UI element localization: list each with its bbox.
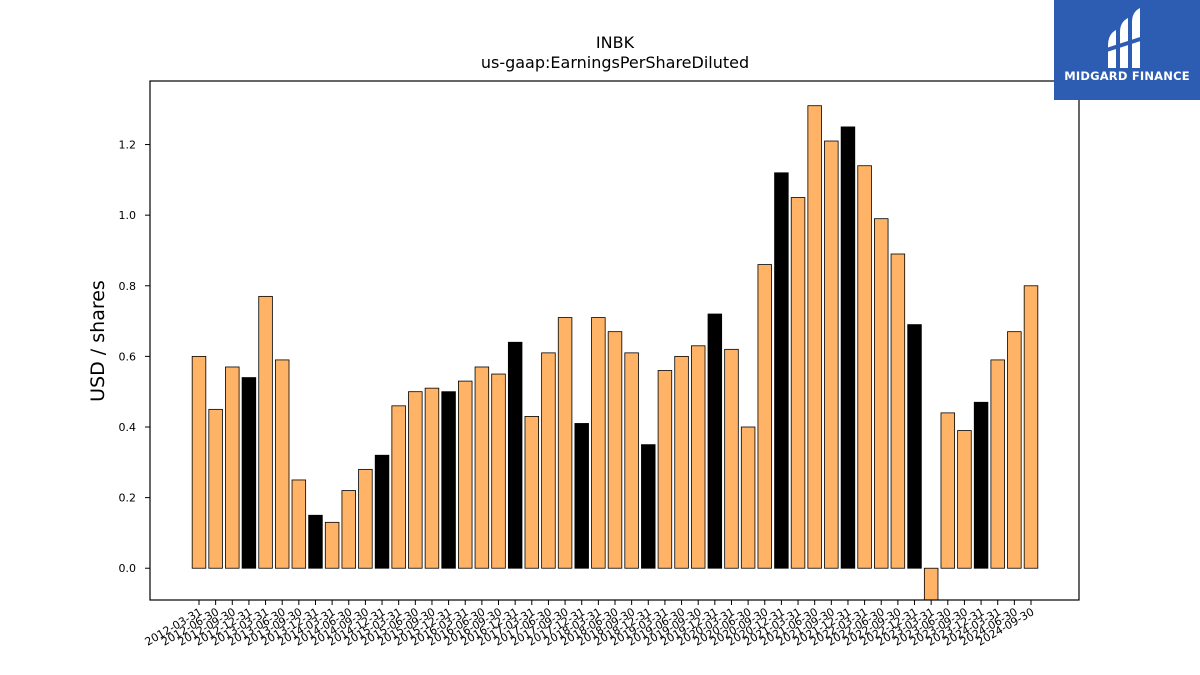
bar-2019-09-30 [690, 345, 706, 569]
logo-text: MIDGARD FINANCE [1064, 69, 1190, 83]
bar-2023-12-31 [973, 401, 989, 569]
bar-2014-12-31 [374, 454, 390, 569]
bar-2015-03-31 [391, 405, 406, 569]
bar-2019-06-30 [674, 355, 689, 569]
bar-2016-12-31 [507, 341, 523, 569]
bar-2013-06-30 [274, 359, 290, 569]
bar-2017-03-31 [524, 416, 540, 569]
y-tick-label: 0.8 [119, 280, 137, 293]
bar-2012-06-30 [208, 408, 223, 569]
bar-2019-12-31 [707, 313, 723, 569]
bar-2024-09-30 [1023, 285, 1039, 569]
bar-2020-09-30 [757, 264, 772, 569]
x-axis: 2012-03-312012-06-302012-09-302012-12-31… [143, 600, 1037, 649]
bar-2022-12-31 [907, 324, 922, 569]
bar-2022-03-31 [857, 165, 872, 569]
midgard-logo-icon [1106, 8, 1144, 68]
plot-frame [149, 80, 1080, 601]
y-tick-label: 0.6 [119, 350, 137, 363]
bar-2012-09-30 [225, 366, 240, 569]
y-tick-label: 1.0 [119, 209, 137, 222]
bar-2014-09-30 [358, 468, 373, 569]
bar-2021-09-30 [824, 140, 839, 569]
bar-2014-03-31 [324, 521, 340, 569]
bar-2012-03-31 [191, 355, 207, 569]
bar-2014-06-30 [341, 490, 356, 569]
chart-subtitle: us-gaap:EarningsPerShareDiluted [481, 53, 749, 72]
y-axis-label: USD / shares [87, 280, 109, 402]
bar-2020-03-31 [724, 348, 739, 569]
bar-2015-12-31 [441, 391, 456, 569]
bar-2013-09-30 [291, 479, 307, 569]
bar-2018-03-31 [591, 317, 606, 569]
bar-2016-03-31 [458, 380, 473, 569]
y-tick-label: 0.4 [119, 421, 137, 434]
y-tick-label: 0.0 [119, 562, 137, 575]
bars-layer [191, 105, 1039, 601]
bar-2024-03-31 [990, 359, 1005, 569]
bar-2013-12-31 [308, 514, 323, 569]
bar-2022-06-30 [874, 218, 889, 569]
bar-2018-12-31 [641, 444, 656, 569]
bar-2023-06-30 [940, 412, 956, 569]
bar-2016-06-30 [474, 366, 490, 569]
bar-2022-09-30 [890, 253, 906, 569]
bar-2023-09-30 [957, 430, 972, 569]
bar-2024-06-30 [1007, 331, 1022, 569]
bar-2015-09-30 [424, 387, 440, 569]
bar-2017-12-31 [574, 423, 589, 569]
bar-2012-12-31 [241, 377, 257, 569]
bar-2015-06-30 [408, 391, 423, 569]
bar-2023-03-31 [923, 567, 939, 601]
bar-2018-06-30 [607, 331, 623, 569]
y-tick-label: 1.2 [119, 139, 137, 152]
bar-2019-03-31 [657, 370, 673, 569]
bar-2017-06-30 [541, 352, 556, 569]
y-tick-label: 0.2 [119, 492, 137, 505]
bar-2020-06-30 [740, 426, 756, 569]
bar-2021-12-31 [840, 126, 856, 569]
midgard-finance-logo: MIDGARD FINANCE [1054, 0, 1200, 100]
y-axis: 0.0 0.2 0.4 0.6 0.8 1.0 1.2 [119, 139, 150, 575]
bar-2021-06-30 [807, 105, 822, 569]
bar-2017-09-30 [557, 317, 573, 569]
chart-title: INBK [596, 33, 635, 52]
bar-2016-09-30 [491, 373, 506, 569]
bar-2020-12-31 [774, 172, 789, 569]
bar-2021-03-31 [790, 197, 806, 569]
bar-2018-09-30 [624, 352, 639, 569]
bar-2013-03-31 [258, 295, 273, 569]
